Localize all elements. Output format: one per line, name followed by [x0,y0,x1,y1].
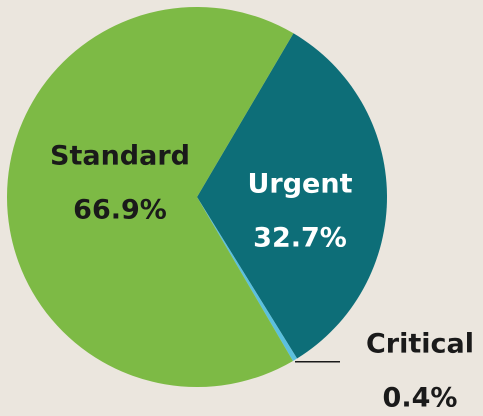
slice-value: 66.9% [73,195,167,226]
slice-label: Standard [50,141,190,172]
slice-label: Critical [366,329,474,360]
pie-slice [197,197,298,361]
slice-label: Urgent [247,169,352,200]
slice-value: 0.4% [383,383,458,414]
pie-slice [7,7,294,388]
pie-slice [197,33,387,359]
slice-value: 32.7% [253,223,347,254]
